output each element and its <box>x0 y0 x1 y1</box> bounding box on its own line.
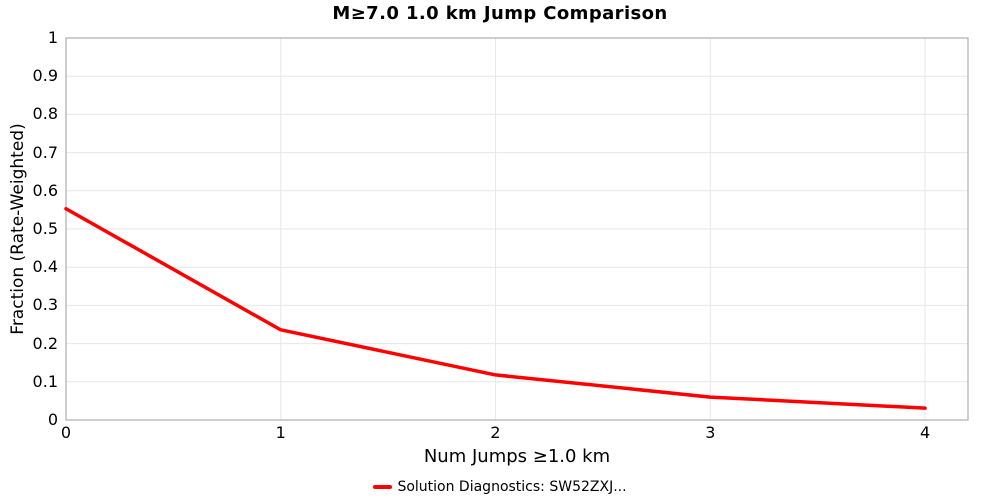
y-tick-label: 0.8 <box>32 104 58 124</box>
y-tick-label: 0.2 <box>32 333 58 353</box>
y-tick-label: 0.7 <box>32 142 58 162</box>
y-tick-label: 0.9 <box>32 66 58 86</box>
y-tick-label: 0.4 <box>32 257 58 277</box>
y-tick-label: 0.3 <box>32 295 58 315</box>
x-axis-label: Num Jumps ≥1.0 km <box>423 446 611 467</box>
legend-line-swatch <box>373 485 393 489</box>
series-line <box>64 207 927 410</box>
y-tick-label: 0.6 <box>32 180 58 200</box>
y-tick-label: 1 <box>47 28 58 47</box>
legend: Solution Diagnostics: SW52ZXJ... <box>0 479 1000 495</box>
x-tick-label: 4 <box>919 423 931 442</box>
x-tick-label: 2 <box>490 423 501 442</box>
y-tick-label: 0.5 <box>32 219 58 238</box>
x-tick-label: 1 <box>275 423 286 442</box>
x-tick-label: 0 <box>60 423 72 442</box>
plot-border <box>65 37 969 421</box>
x-tick-label: 3 <box>705 423 716 442</box>
y-tick-label: 0 <box>47 410 58 429</box>
y-tick-label: 0.1 <box>32 371 58 391</box>
chart-title: M≥7.0 1.0 km Jump Comparison <box>332 3 668 24</box>
legend-label: Solution Diagnostics: SW52ZXJ... <box>397 479 627 495</box>
